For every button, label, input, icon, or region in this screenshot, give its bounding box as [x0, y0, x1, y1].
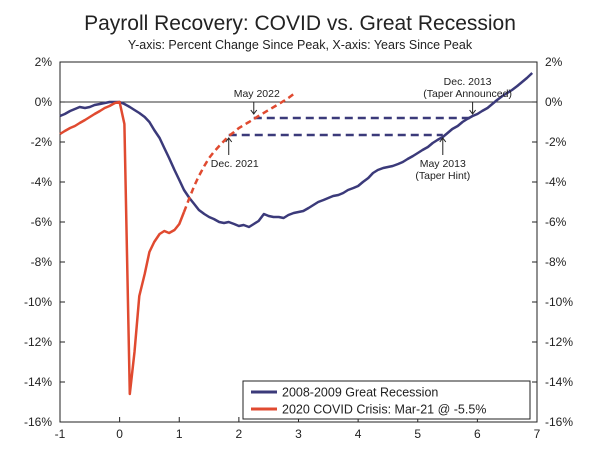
- y-tick-label-right: -4%: [545, 175, 567, 189]
- annotation-arrowhead-dec-2021: [225, 137, 233, 143]
- y-axis-left-ticks: 2% 0% -2% -4% -6% -8% -10% -12% -14% -16%: [24, 55, 65, 429]
- y-tick-label-left: -16%: [24, 415, 52, 429]
- y-tick-label-right: 0%: [545, 95, 563, 109]
- y-tick-label-left: -14%: [24, 375, 52, 389]
- x-tick-label: 1: [176, 427, 183, 441]
- annotation-label-may-2022: May 2022: [234, 88, 280, 100]
- y-tick-label-right: -10%: [545, 295, 573, 309]
- y-tick-label-right: -2%: [545, 135, 567, 149]
- annotation-label-dec-2021: Dec. 2021: [211, 158, 259, 170]
- annotation-arrowhead-may-2022: [250, 109, 258, 115]
- legend-label-great-recession: 2008-2009 Great Recession: [282, 386, 438, 400]
- x-tick-label: -1: [55, 427, 66, 441]
- y-tick-label-right: -12%: [545, 335, 573, 349]
- y-tick-label-left: -12%: [24, 335, 52, 349]
- y-tick-label-right: -8%: [545, 255, 567, 269]
- y-tick-label-left: 0%: [35, 95, 53, 109]
- x-tick-label: 6: [474, 427, 481, 441]
- x-tick-label: 2: [236, 427, 243, 441]
- y-tick-label-left: 2%: [35, 55, 53, 69]
- annotation-arrowhead-dec-2013: [469, 109, 477, 115]
- covid-crisis-line-dashed: [182, 93, 295, 213]
- legend-label-covid-crisis: 2020 COVID Crisis: Mar-21 @ -5.5%: [282, 403, 486, 417]
- chart-subtitle: Y-axis: Percent Change Since Peak, X-axi…: [128, 38, 473, 52]
- legend: 2008-2009 Great Recession 2020 COVID Cri…: [242, 380, 531, 420]
- annotation-label-may-2013: May 2013: [420, 158, 466, 170]
- y-tick-label-right: 2%: [545, 55, 563, 69]
- x-tick-label: 5: [414, 427, 421, 441]
- y-tick-label-left: -10%: [24, 295, 52, 309]
- x-tick-label: 7: [534, 427, 541, 441]
- y-axis-right-ticks: 2% 0% -2% -4% -6% -8% -10% -12% -14% -16%: [532, 55, 573, 429]
- x-tick-label: 3: [295, 427, 302, 441]
- annotation-arrowhead-may-2013: [439, 137, 447, 143]
- great-recession-line: [59, 72, 534, 229]
- annotation-sublabel-may-2013: (Taper Hint): [415, 170, 470, 182]
- legend-box: [242, 380, 531, 420]
- x-axis-ticks: -1 0 1 2 3 4 5 6 7: [55, 417, 541, 441]
- y-tick-label-left: -8%: [31, 255, 53, 269]
- y-tick-label-left: -4%: [31, 175, 53, 189]
- y-tick-label-right: -16%: [545, 415, 573, 429]
- y-tick-label-left: -2%: [31, 135, 53, 149]
- y-tick-label-right: -6%: [545, 215, 567, 229]
- x-tick-label: 4: [355, 427, 362, 441]
- y-tick-label-left: -6%: [31, 215, 53, 229]
- reference-lines: [228, 116, 473, 137]
- x-tick-label: 0: [116, 427, 123, 441]
- y-tick-label-right: -14%: [545, 375, 573, 389]
- series-lines: [59, 72, 534, 396]
- chart-title: Payroll Recovery: COVID vs. Great Recess…: [84, 12, 516, 35]
- annotation-label-dec-2013: Dec. 2013: [444, 76, 492, 88]
- annotations: May 2022 Dec. 2021 Dec. 2013(Taper Announc…: [211, 76, 512, 182]
- annotation-sublabel-dec-2013: (Taper Announced): [423, 88, 512, 100]
- covid-crisis-line-solid: [59, 100, 186, 396]
